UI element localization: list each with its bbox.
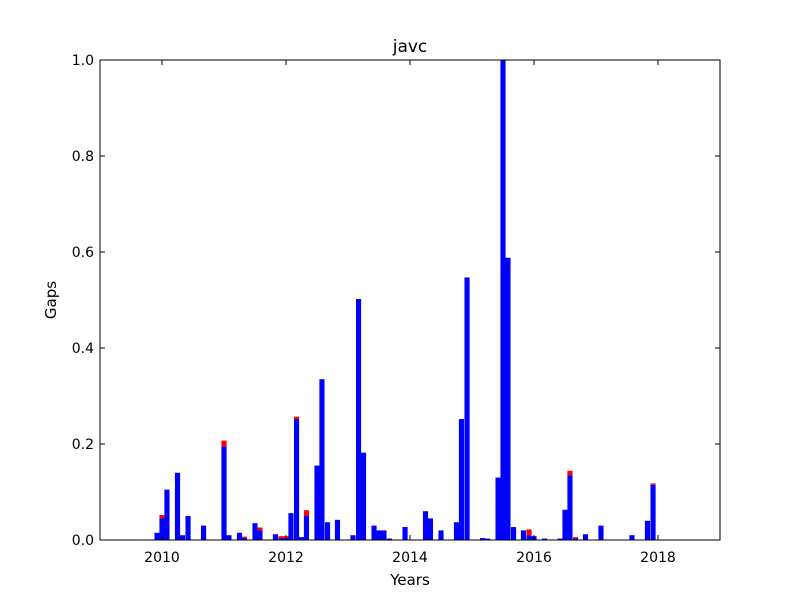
- bar-blue: [644, 520, 651, 540]
- bar-red: [526, 529, 532, 536]
- bar-blue: [221, 446, 227, 540]
- bar-blue: [557, 538, 563, 540]
- bars-layer: [154, 60, 656, 540]
- bar-blue: [272, 534, 279, 540]
- bar-blue: [629, 535, 635, 540]
- bar-blue: [422, 511, 429, 540]
- bar-blue: [572, 538, 579, 540]
- bar-red: [241, 536, 248, 539]
- y-tick-label: 0.8: [72, 149, 94, 165]
- bar-blue: [500, 60, 506, 540]
- bar-blue: [484, 538, 491, 540]
- bar-blue: [427, 518, 434, 540]
- bar-blue: [650, 484, 656, 540]
- x-axis-title: Years: [389, 571, 430, 589]
- bar-blue: [526, 535, 532, 540]
- bar-blue: [510, 527, 517, 540]
- bar-blue: [298, 537, 305, 540]
- y-tick-label: 0.6: [72, 245, 94, 261]
- bar-blue: [164, 489, 170, 540]
- ticks-layer: 2010 2012 2014 2016 2018 0.0 0.2 0.4 0.6 0.8 1.0: [72, 53, 720, 566]
- bar-blue: [324, 522, 331, 540]
- x-tick-label: 2012: [268, 550, 304, 566]
- bar-blue: [520, 530, 527, 540]
- bar-blue: [350, 535, 356, 540]
- bar-blue: [303, 516, 310, 540]
- bar-blue: [453, 522, 460, 540]
- bar-blue: [278, 538, 284, 540]
- bar-blue: [402, 527, 408, 540]
- bar-red: [567, 470, 573, 476]
- bar-blue: [541, 538, 548, 540]
- bar-blue: [479, 538, 486, 540]
- bar-red: [159, 515, 165, 519]
- bar-blue: [314, 465, 320, 540]
- bar-blue: [582, 534, 589, 540]
- bar-blue: [376, 530, 382, 540]
- bar-blue: [200, 525, 207, 540]
- y-tick-label: 1.0: [72, 53, 94, 69]
- bar-blue: [355, 299, 362, 540]
- y-tick-label: 0.0: [72, 533, 94, 549]
- bar-red: [257, 527, 263, 531]
- y-tick-label: 0.2: [72, 437, 94, 453]
- x-tick-label: 2018: [640, 550, 676, 566]
- bar-red: [650, 483, 656, 485]
- bar-blue: [381, 530, 387, 540]
- x-tick-label: 2010: [144, 550, 180, 566]
- bar-blue: [319, 379, 325, 540]
- bar-red: [572, 537, 579, 539]
- bar-blue: [458, 419, 465, 540]
- bar-blue: [185, 516, 191, 540]
- bar-blue: [174, 472, 181, 540]
- bar-blue: [334, 519, 341, 540]
- bar-red: [221, 440, 227, 447]
- bar-blue: [371, 525, 377, 540]
- bar-blue: [226, 535, 232, 540]
- bar-blue: [598, 525, 604, 540]
- bar-red: [293, 416, 300, 420]
- bar-blue: [438, 530, 444, 540]
- bar-blue: [386, 538, 393, 540]
- y-axis-title: Gaps: [42, 281, 60, 319]
- y-tick-label: 0.4: [72, 341, 94, 357]
- bar-blue: [562, 509, 568, 540]
- bar-blue: [293, 419, 300, 540]
- bar-blue: [505, 257, 511, 540]
- bar-blue: [360, 452, 367, 540]
- bar-blue: [567, 475, 573, 540]
- bar-blue: [241, 538, 248, 540]
- bar-red: [278, 536, 284, 539]
- bar-blue: [288, 513, 294, 540]
- x-tick-label: 2016: [516, 550, 552, 566]
- bar-red: [303, 510, 310, 516]
- bar-blue: [252, 523, 258, 540]
- bar-blue: [154, 532, 160, 540]
- bar-blue: [495, 477, 501, 540]
- bar-blue: [257, 530, 263, 540]
- bar-blue: [179, 535, 186, 540]
- bar-blue: [159, 518, 165, 540]
- bar-blue: [236, 532, 243, 540]
- bar-blue: [464, 277, 470, 540]
- chart-title: javc: [392, 37, 428, 57]
- x-tick-label: 2014: [392, 550, 428, 566]
